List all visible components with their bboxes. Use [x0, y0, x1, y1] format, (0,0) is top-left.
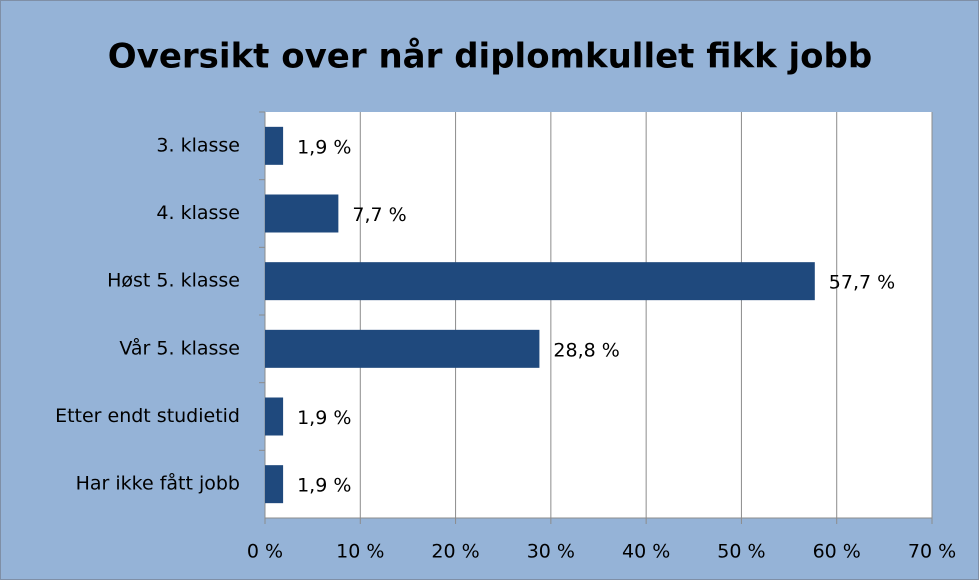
- y-tick-label: Høst 5. klasse: [107, 270, 240, 292]
- x-tick-label: 70 %: [908, 541, 956, 563]
- data-label: 1,9 %: [297, 407, 351, 429]
- y-tick-label: 3. klasse: [156, 134, 240, 156]
- x-tick-label: 20 %: [431, 541, 479, 563]
- x-tick-label: 60 %: [813, 541, 861, 563]
- y-tick-label: Vår 5. klasse: [119, 336, 240, 359]
- data-label: 28,8 %: [553, 339, 619, 361]
- x-tick-label: 0 %: [247, 541, 283, 563]
- x-tick-label: 40 %: [622, 541, 670, 563]
- bar: [265, 329, 540, 368]
- data-label: 1,9 %: [297, 136, 351, 158]
- plot-area: [265, 112, 932, 518]
- bar: [265, 397, 284, 436]
- chart-title: Oversikt over når diplomkullet fikk jobb: [108, 37, 872, 77]
- data-label: 57,7 %: [829, 272, 895, 294]
- x-tick-label: 10 %: [336, 541, 384, 563]
- bar: [265, 126, 284, 165]
- y-tick-label: Har ikke fått jobb: [76, 472, 240, 495]
- data-label: 1,9 %: [297, 475, 351, 497]
- bar: [265, 262, 815, 301]
- y-tick-label: 4. klasse: [156, 202, 240, 224]
- bar: [265, 194, 339, 233]
- y-tick-label: Etter endt studietid: [55, 405, 240, 427]
- x-tick-label: 30 %: [527, 541, 575, 563]
- bar: [265, 465, 284, 504]
- x-tick-label: 50 %: [717, 541, 765, 563]
- data-label: 7,7 %: [352, 204, 406, 226]
